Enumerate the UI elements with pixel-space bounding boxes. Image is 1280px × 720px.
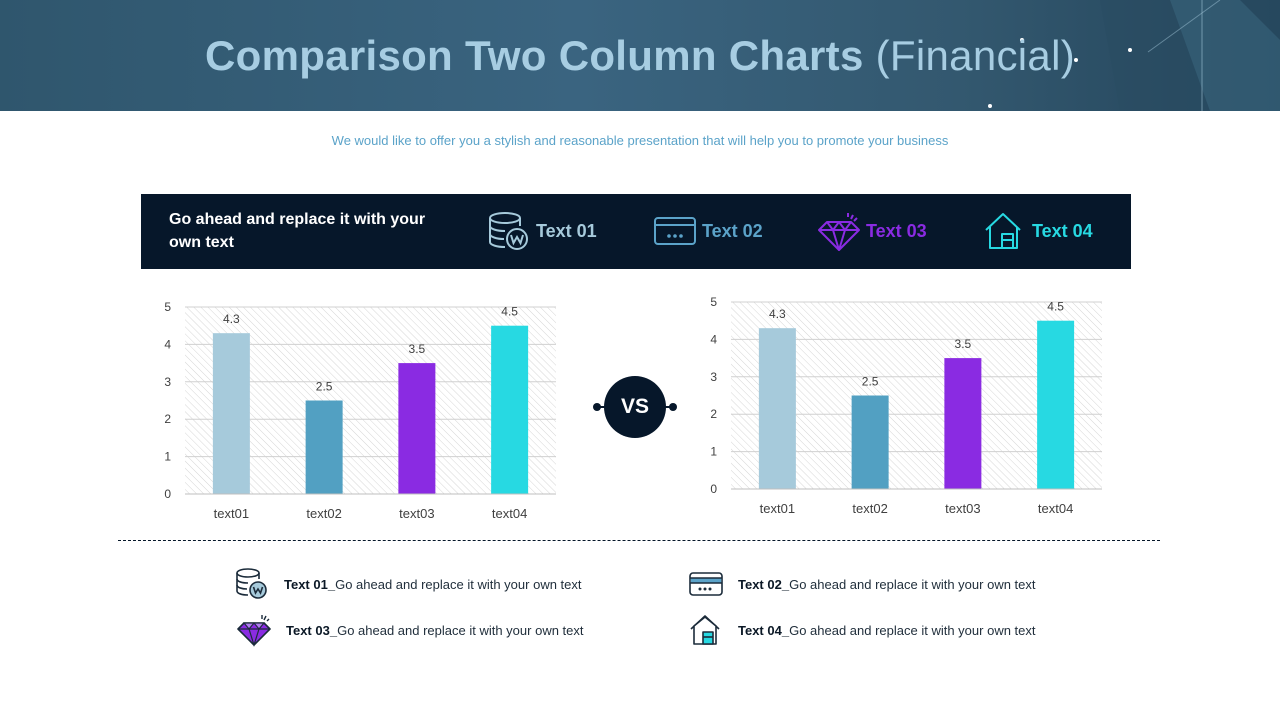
vs-badge: VS xyxy=(590,376,680,438)
x-tick-label-text01: text01 xyxy=(214,506,249,521)
legend-item-text01: Text 01 xyxy=(487,210,597,252)
chart-right-svg: 0 1 2 3 4 5 4.3 text01 2.5 text02 3.5 text03 4.5 text… xyxy=(710,295,1102,516)
vs-circle: VS xyxy=(604,376,666,438)
legend-bar: Go ahead and replace it with your own te… xyxy=(141,194,1131,269)
data-label-text01: 4.3 xyxy=(769,307,786,321)
y-tick-label: 5 xyxy=(164,300,171,314)
y-tick-label: 0 xyxy=(710,482,717,496)
house-icon xyxy=(985,213,1021,249)
credit-card-icon xyxy=(654,217,696,245)
database-coin-icon xyxy=(236,568,267,599)
x-tick-label-text02: text02 xyxy=(852,501,887,516)
note-label-text01: Text 01_ xyxy=(284,576,336,592)
y-tick-label: 1 xyxy=(164,450,171,464)
chart-right: 0 1 2 3 4 5 4.3 text01 2.5 text02 3.5 text03 4.5 text… xyxy=(696,287,1116,522)
x-tick-label-text03: text03 xyxy=(945,501,980,516)
legend-item-text04: Text 04 xyxy=(983,210,1093,252)
note-label-text04: Text 04_ xyxy=(738,622,790,638)
note-desc-text01: Go ahead and replace it with your own te… xyxy=(335,576,582,592)
data-label-text03: 3.5 xyxy=(409,342,426,356)
chart-left: 0 1 2 3 4 5 4.3 text01 2.5 text02 3.5 text03 4.5 text… xyxy=(150,292,570,527)
data-label-text04: 4.5 xyxy=(501,305,518,319)
note-text03: Text 03_Go ahead and replace it with you… xyxy=(236,613,584,647)
bar-text03 xyxy=(398,363,436,494)
legend-label-text02: Text 02 xyxy=(702,220,763,241)
note-desc-text02: Go ahead and replace it with your own te… xyxy=(789,576,1036,592)
data-label-text03: 3.5 xyxy=(955,337,972,351)
page-subtitle: We would like to offer you a stylish and… xyxy=(331,133,949,148)
note-text02: Text 02_Go ahead and replace it with you… xyxy=(688,567,1036,601)
note-text04: Text 04_Go ahead and replace it with you… xyxy=(688,613,1036,647)
legend-label-text01: Text 01 xyxy=(536,220,597,241)
note-text01: Text 01_Go ahead and replace it with you… xyxy=(234,567,582,601)
diamond-icon xyxy=(818,213,860,251)
legend-item-text02: Text 02 xyxy=(653,210,763,252)
page-title-qualifier: (Financial) xyxy=(875,31,1075,79)
y-tick-label: 2 xyxy=(710,407,717,421)
note-desc-text04: Go ahead and replace it with your own te… xyxy=(789,622,1036,638)
note-label-text02: Text 02_ xyxy=(738,576,790,592)
y-tick-label: 3 xyxy=(164,375,171,389)
x-tick-label-text04: text04 xyxy=(1038,501,1073,516)
bar-text01 xyxy=(758,328,796,489)
legend-heading: Go ahead and replace it with your own te… xyxy=(169,211,426,251)
y-tick-label: 2 xyxy=(164,412,171,426)
bar-text04 xyxy=(1037,320,1075,489)
city-skyline-decoration xyxy=(988,0,1280,111)
x-tick-label-text02: text02 xyxy=(306,506,341,521)
y-tick-label: 4 xyxy=(710,332,717,346)
data-label-text02: 2.5 xyxy=(862,375,879,389)
house-icon xyxy=(690,615,720,645)
y-tick-label: 0 xyxy=(164,487,171,501)
bar-text02 xyxy=(851,395,889,489)
y-tick-label: 4 xyxy=(164,337,171,351)
data-label-text04: 4.5 xyxy=(1047,300,1064,314)
legend-label-text04: Text 04 xyxy=(1032,220,1093,241)
note-desc-text03: Go ahead and replace it with your own te… xyxy=(337,622,584,638)
y-tick-label: 1 xyxy=(710,445,717,459)
x-tick-label-text03: text03 xyxy=(399,506,434,521)
bar-text04 xyxy=(491,325,529,494)
y-tick-label: 5 xyxy=(710,295,717,309)
legend-item-text03: Text 03 xyxy=(817,210,927,252)
x-tick-label-text01: text01 xyxy=(760,501,795,516)
legend-label-text03: Text 03 xyxy=(866,220,927,241)
dashed-divider xyxy=(118,540,1160,541)
diamond-icon xyxy=(237,615,271,647)
database-coin-icon xyxy=(489,212,528,250)
bar-text03 xyxy=(944,358,982,489)
header-banner: Comparison Two Column Charts (Financial) xyxy=(0,0,1280,111)
credit-card-icon xyxy=(689,572,723,596)
bar-text01 xyxy=(212,333,250,494)
bar-text02 xyxy=(305,400,343,494)
chart-left-svg: 0 1 2 3 4 5 4.3 text01 2.5 text02 3.5 text03 4.5 text… xyxy=(164,300,556,521)
data-label-text01: 4.3 xyxy=(223,312,240,326)
vs-dot-right xyxy=(669,403,677,411)
data-label-text02: 2.5 xyxy=(316,380,333,394)
x-tick-label-text04: text04 xyxy=(492,506,527,521)
y-tick-label: 3 xyxy=(710,370,717,384)
vs-dot-left xyxy=(593,403,601,411)
page-title-main: Comparison Two Column Charts xyxy=(204,31,864,79)
note-label-text03: Text 03_ xyxy=(286,622,338,638)
page-title: Comparison Two Column Charts (Financial) xyxy=(0,0,1280,111)
